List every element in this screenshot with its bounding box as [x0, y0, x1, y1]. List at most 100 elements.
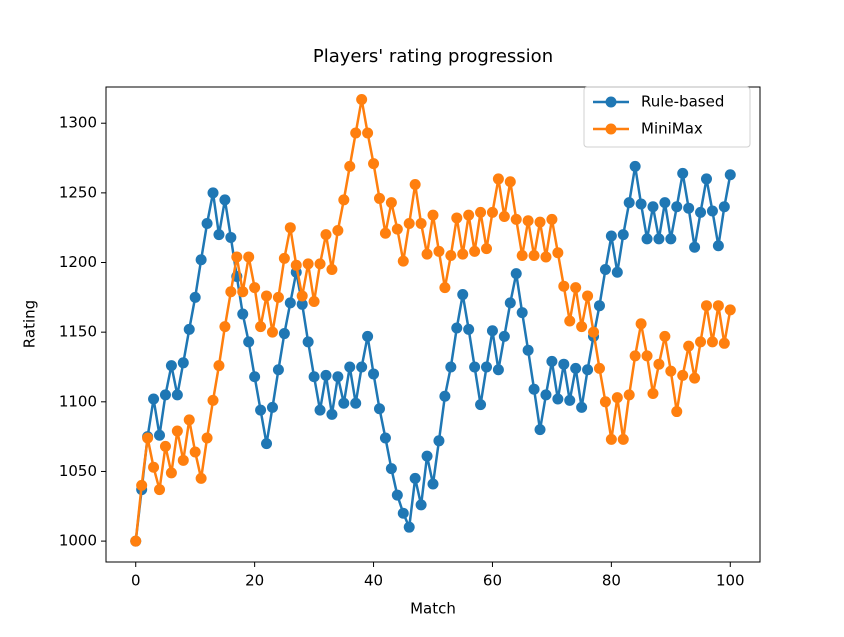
data-point — [481, 361, 493, 373]
data-point — [451, 212, 463, 224]
data-point — [350, 127, 362, 139]
data-point — [338, 397, 350, 409]
y-tick-label: 1200 — [59, 253, 97, 271]
data-point — [148, 393, 160, 405]
data-point — [671, 201, 683, 213]
data-point — [362, 330, 374, 342]
data-point — [599, 263, 611, 275]
data-point — [136, 479, 148, 491]
data-point — [385, 463, 397, 475]
data-point — [718, 337, 730, 349]
data-point — [237, 286, 249, 298]
data-point — [677, 369, 689, 381]
data-point — [278, 328, 290, 340]
data-point — [576, 321, 588, 333]
y-axis-label: Rating — [21, 300, 39, 348]
data-point — [338, 194, 350, 206]
data-point — [439, 282, 451, 294]
data-point — [362, 127, 374, 139]
data-point — [397, 507, 409, 519]
data-point — [498, 211, 510, 223]
data-point — [617, 229, 629, 241]
data-point — [653, 233, 665, 245]
data-point — [391, 489, 403, 501]
data-point — [718, 201, 730, 213]
y-tick-label: 1100 — [59, 392, 97, 410]
data-point — [623, 197, 635, 209]
data-point — [314, 258, 326, 270]
data-point — [368, 158, 380, 170]
data-point — [255, 404, 267, 416]
data-point — [522, 215, 534, 227]
data-point — [296, 298, 308, 310]
data-point — [385, 197, 397, 209]
data-point — [469, 361, 481, 373]
data-point — [492, 173, 504, 185]
data-point — [344, 160, 356, 172]
data-point — [671, 406, 683, 418]
data-point — [326, 408, 338, 420]
data-point — [534, 424, 546, 436]
data-point — [159, 440, 171, 452]
data-point — [498, 330, 510, 342]
data-point — [213, 360, 225, 372]
data-point — [641, 233, 653, 245]
data-point — [457, 289, 469, 301]
data-point — [689, 372, 701, 384]
data-point — [439, 390, 451, 402]
data-point — [201, 218, 213, 230]
data-point — [510, 213, 522, 225]
data-point — [142, 432, 154, 444]
data-point — [504, 297, 516, 309]
data-point — [695, 206, 707, 218]
data-point — [249, 282, 261, 294]
data-point — [427, 209, 439, 221]
data-point — [689, 241, 701, 253]
data-point — [403, 218, 415, 230]
data-point — [528, 383, 540, 395]
data-point — [665, 365, 677, 377]
data-point — [593, 300, 605, 312]
data-point — [302, 258, 314, 270]
data-point — [177, 454, 189, 466]
data-point — [475, 206, 487, 218]
data-point — [653, 358, 665, 370]
data-point — [314, 404, 326, 416]
data-point — [641, 350, 653, 362]
data-point — [261, 438, 273, 450]
data-point — [570, 362, 582, 374]
data-point — [593, 362, 605, 374]
data-point — [605, 230, 617, 242]
data-point — [599, 396, 611, 408]
data-point — [700, 300, 712, 312]
data-point — [421, 248, 433, 260]
data-point — [558, 280, 570, 292]
data-point — [284, 297, 296, 309]
data-point — [231, 251, 243, 263]
data-point — [605, 433, 617, 445]
data-point — [373, 403, 385, 415]
data-point — [564, 394, 576, 406]
data-point — [635, 318, 647, 330]
data-point — [284, 222, 296, 234]
data-point — [558, 358, 570, 370]
data-point — [427, 478, 439, 490]
data-point — [683, 202, 695, 214]
x-tick-label: 20 — [245, 572, 264, 590]
x-tick-label: 40 — [364, 572, 383, 590]
data-point — [356, 361, 368, 373]
data-point — [171, 389, 183, 401]
data-point — [177, 357, 189, 369]
data-point — [195, 472, 207, 484]
data-point — [457, 248, 469, 260]
data-point — [290, 259, 302, 271]
data-point — [724, 304, 736, 316]
data-point — [379, 432, 391, 444]
data-point — [451, 322, 463, 334]
x-tick-label: 100 — [716, 572, 745, 590]
data-point — [154, 429, 166, 441]
data-point — [415, 499, 427, 511]
x-tick-label: 80 — [602, 572, 621, 590]
data-point — [647, 201, 659, 213]
chart-title: Players' rating progression — [313, 46, 553, 67]
